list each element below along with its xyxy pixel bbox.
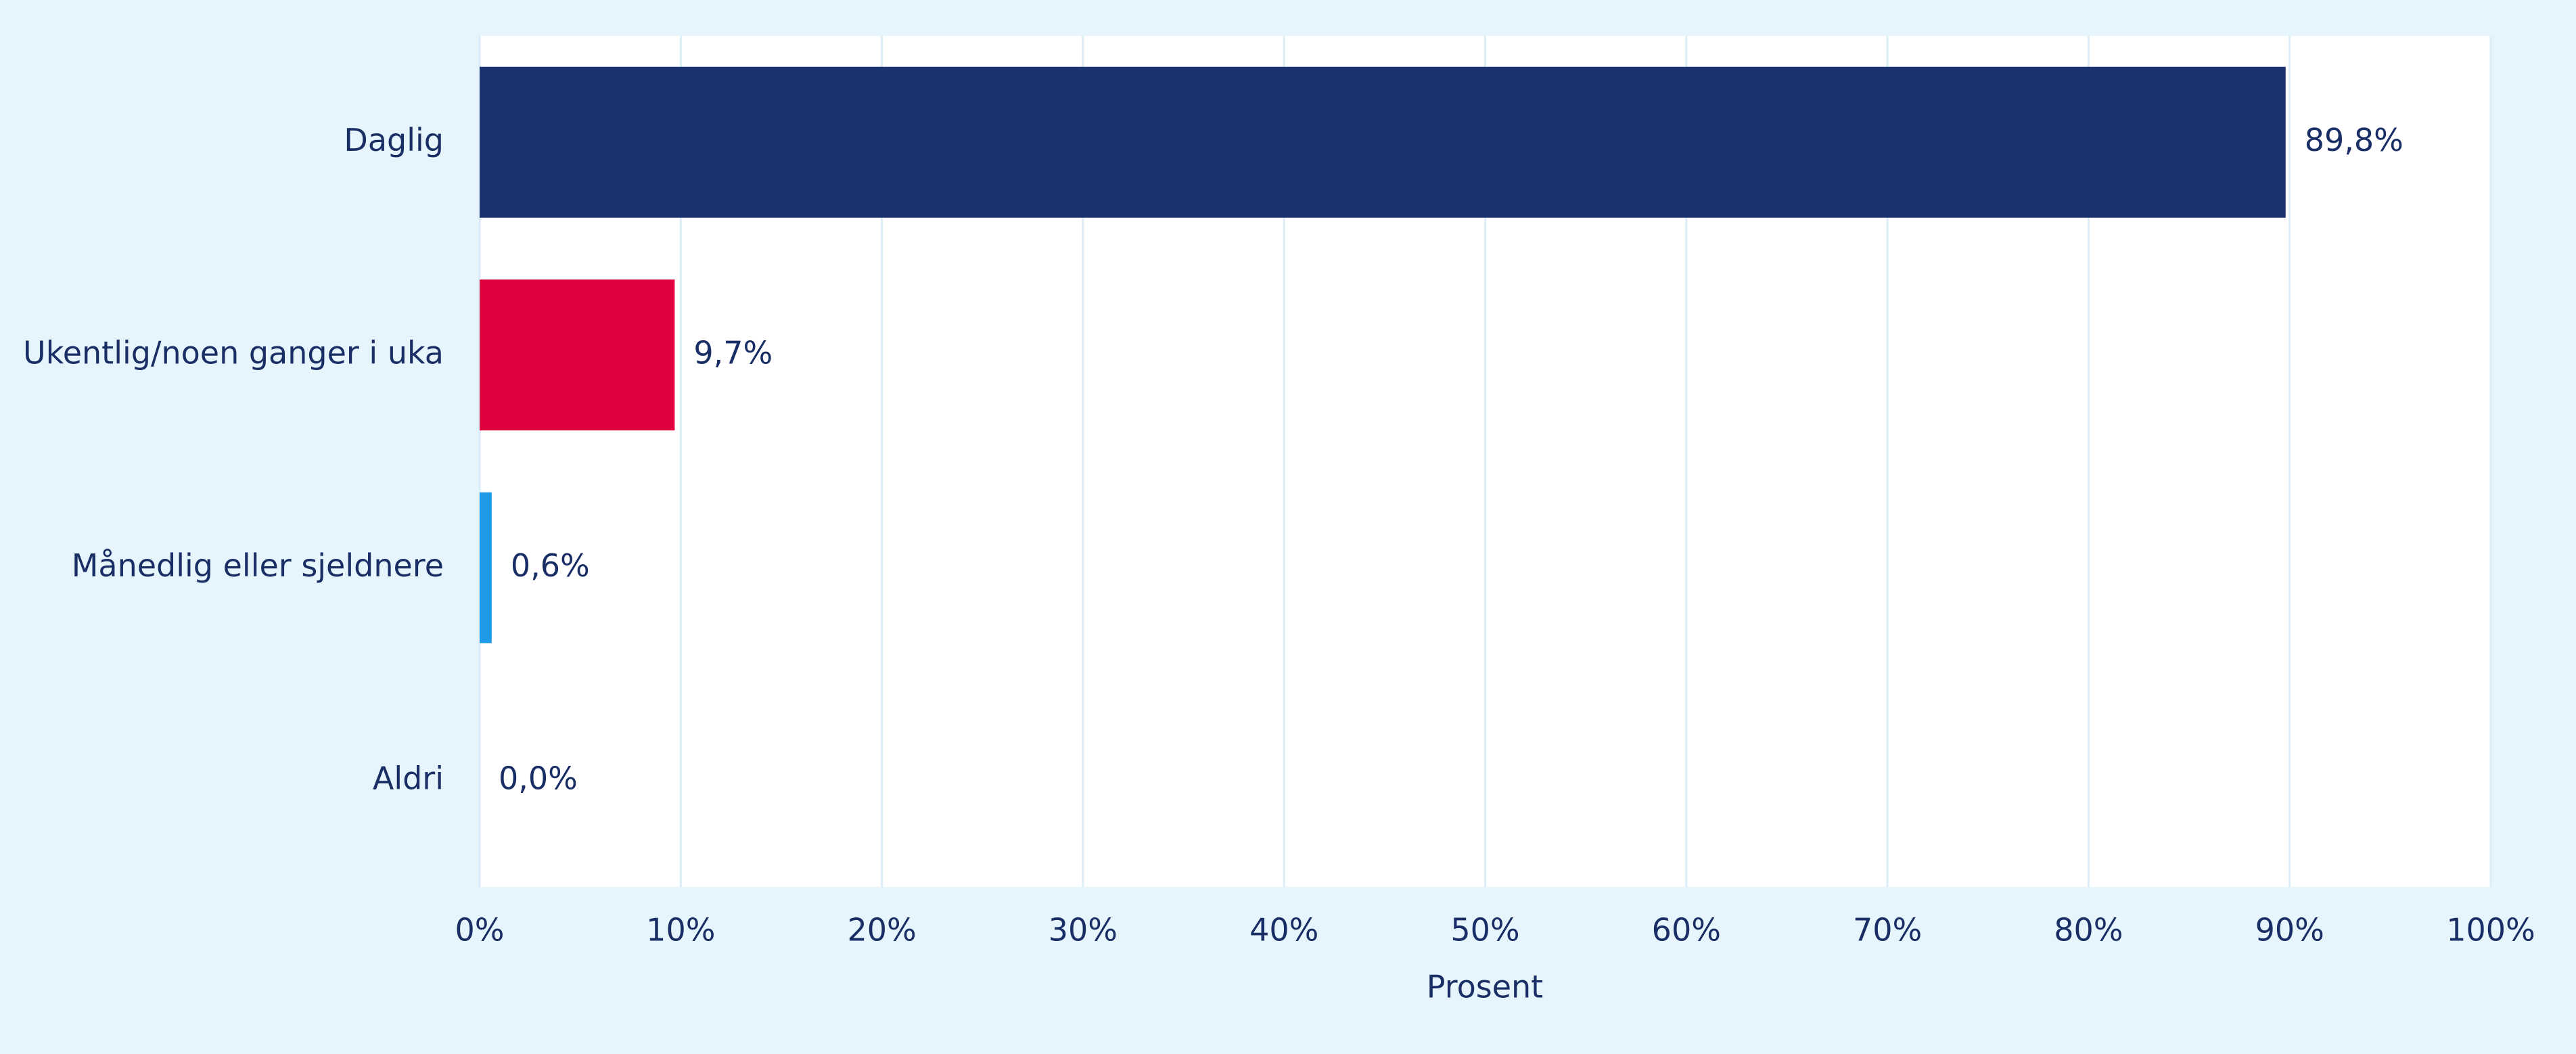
bar (480, 279, 675, 431)
x-tick-label: 90% (2255, 912, 2324, 948)
y-tick-label: Daglig (344, 122, 444, 158)
value-label: 0,0% (499, 760, 578, 796)
x-axis-title: Prosent (1427, 969, 1543, 1005)
x-tick-label: 30% (1049, 912, 1118, 948)
x-tick-label: 50% (1450, 912, 1519, 948)
x-tick-label: 10% (646, 912, 715, 948)
bar (480, 492, 492, 643)
x-tick-label: 40% (1249, 912, 1318, 948)
x-tick-label: 20% (847, 912, 916, 948)
x-tick-label: 0% (455, 912, 505, 948)
x-tick-label: 70% (1853, 912, 1922, 948)
x-tick-label: 60% (1652, 912, 1721, 948)
value-label: 0,6% (511, 547, 590, 584)
value-label: 89,8% (2305, 122, 2404, 158)
value-label: 9,7% (693, 334, 773, 371)
y-tick-label: Aldri (373, 760, 444, 796)
bar (480, 66, 2286, 218)
y-tick-label: Månedlig eller sjeldnere (72, 547, 444, 584)
x-tick-label: 100% (2446, 912, 2535, 948)
x-tick-label: 80% (2054, 912, 2123, 948)
y-tick-label: Ukentlig/noen ganger i uka (23, 334, 444, 371)
